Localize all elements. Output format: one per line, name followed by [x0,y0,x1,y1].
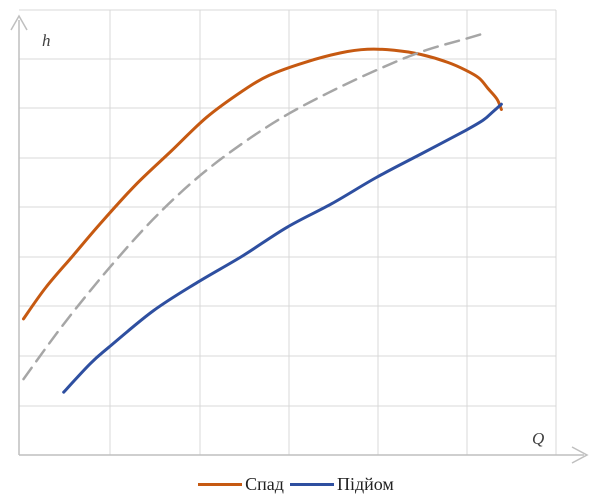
legend-swatch-pidyom [289,483,334,486]
legend-swatch-spad [198,483,243,486]
legend-label-pidyom: Підйом [336,474,394,494]
legend-label-spad: Спад [245,474,284,494]
series-line-pidyom [62,102,503,394]
grid [19,9,557,455]
x-axis-label: Q [532,429,544,448]
y-axis-arrow [10,14,28,31]
axes: h Q [10,14,589,464]
legend-item-spad: Спад [198,474,284,495]
y-axis-label: h [42,31,51,50]
legend-item-pidyom: Підйом [289,474,394,495]
legend: Спад Підйом [0,474,592,495]
series-line-dashed [22,32,485,381]
x-axis-arrow [571,446,589,464]
series-line-spad [22,47,503,321]
series-group [22,32,503,394]
